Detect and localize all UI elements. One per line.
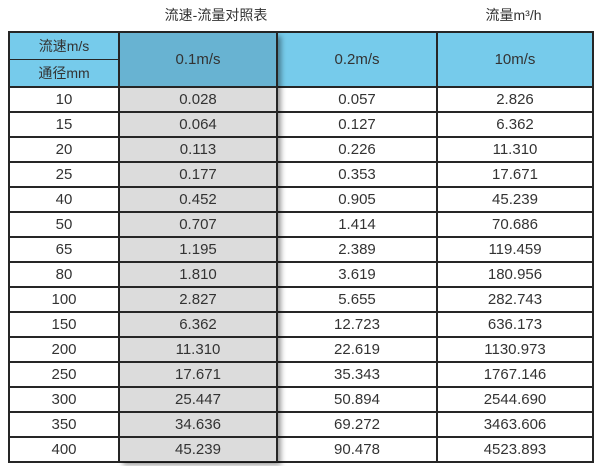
cell-dn: 25 (8, 161, 120, 188)
cell-value: 0.353 (276, 161, 438, 188)
cell-value: 2544.690 (436, 386, 594, 413)
cell-value: 180.956 (436, 261, 594, 288)
cell-value: 119.459 (436, 236, 594, 263)
table-row: 400 45.239 90.478 4523.893 (8, 436, 594, 463)
table-row: 50 0.707 1.414 70.686 (8, 211, 594, 238)
cell-value: 0.057 (276, 86, 438, 113)
cell-dn: 400 (8, 436, 120, 463)
table-row: 350 34.636 69.272 3463.606 (8, 411, 594, 438)
cell-dn: 65 (8, 236, 120, 263)
cell-value: 12.723 (276, 311, 438, 338)
cell-value: 6.362 (436, 111, 594, 138)
cell-value: 6.362 (118, 311, 278, 338)
cell-value: 0.452 (118, 186, 278, 213)
cell-dn: 20 (8, 136, 120, 163)
table-row: 40 0.452 0.905 45.239 (8, 186, 594, 213)
header-row-top: 流速m/s 0.1m/s 0.2m/s 10m/s (8, 31, 594, 88)
cell-value: 282.743 (436, 286, 594, 313)
cell-value: 0.064 (118, 111, 278, 138)
table-row: 300 25.447 50.894 2544.690 (8, 386, 594, 413)
cell-value: 90.478 (276, 436, 438, 463)
cell-value: 0.028 (118, 86, 278, 113)
cell-value: 1.195 (118, 236, 278, 263)
table-row: 20 0.113 0.226 11.310 (8, 136, 594, 163)
cell-value: 17.671 (436, 161, 594, 188)
cell-dn: 15 (8, 111, 120, 138)
column-header-02ms: 0.2m/s (276, 31, 438, 88)
cell-dn: 300 (8, 386, 120, 413)
column-header-10ms: 10m/s (436, 31, 594, 88)
cell-value: 45.239 (436, 186, 594, 213)
cell-value: 70.686 (436, 211, 594, 238)
cell-value: 636.173 (436, 311, 594, 338)
cell-dn: 250 (8, 361, 120, 388)
cell-value: 1130.973 (436, 336, 594, 363)
cell-value: 2.389 (276, 236, 438, 263)
corner-velocity-label: 流速m/s (8, 31, 120, 60)
table-body: 10 0.028 0.057 2.826 15 0.064 0.127 6.36… (8, 86, 594, 463)
cell-value: 25.447 (118, 386, 278, 413)
flow-unit-label: 流量m³/h (485, 7, 542, 23)
cell-value: 0.177 (118, 161, 278, 188)
cell-value: 3.619 (276, 261, 438, 288)
cell-dn: 50 (8, 211, 120, 238)
cell-value: 5.655 (276, 286, 438, 313)
cell-value: 0.127 (276, 111, 438, 138)
cell-dn: 150 (8, 311, 120, 338)
cell-value: 0.707 (118, 211, 278, 238)
cell-dn: 40 (8, 186, 120, 213)
cell-value: 2.826 (436, 86, 594, 113)
corner-diameter-label: 通径mm (8, 59, 120, 88)
cell-value: 1767.146 (436, 361, 594, 388)
cell-dn: 10 (8, 86, 120, 113)
table-title: 流速-流量对照表 (164, 7, 268, 23)
table-row: 250 17.671 35.343 1767.146 (8, 361, 594, 388)
table-header: 流速m/s 0.1m/s 0.2m/s 10m/s 通径mm (8, 31, 594, 88)
header-row-bottom: 通径mm (8, 59, 593, 88)
cell-value: 17.671 (118, 361, 278, 388)
cell-value: 11.310 (436, 136, 594, 163)
cell-value: 0.905 (276, 186, 438, 213)
column-header-01ms: 0.1m/s (118, 31, 278, 88)
cell-value: 2.827 (118, 286, 278, 313)
cell-dn: 80 (8, 261, 120, 288)
cell-dn: 100 (8, 286, 120, 313)
flow-rate-table: 流速m/s 0.1m/s 0.2m/s 10m/s 通径mm 10 0.028 … (8, 31, 594, 463)
cell-value: 45.239 (118, 436, 278, 463)
cell-value: 1.810 (118, 261, 278, 288)
table-row: 15 0.064 0.127 6.362 (8, 111, 594, 138)
cell-value: 3463.606 (436, 411, 594, 438)
cell-dn: 350 (8, 411, 120, 438)
cell-value: 22.619 (276, 336, 438, 363)
table-row: 10 0.028 0.057 2.826 (8, 86, 594, 113)
cell-value: 50.894 (276, 386, 438, 413)
cell-value: 11.310 (118, 336, 278, 363)
table-row: 80 1.810 3.619 180.956 (8, 261, 594, 288)
table-row: 200 11.310 22.619 1130.973 (8, 336, 594, 363)
table-row: 25 0.177 0.353 17.671 (8, 161, 594, 188)
cell-value: 4523.893 (436, 436, 594, 463)
table-row: 100 2.827 5.655 282.743 (8, 286, 594, 313)
table-row: 65 1.195 2.389 119.459 (8, 236, 594, 263)
cell-value: 0.226 (276, 136, 438, 163)
cell-value: 1.414 (276, 211, 438, 238)
table-row: 150 6.362 12.723 636.173 (8, 311, 594, 338)
cell-value: 69.272 (276, 411, 438, 438)
cell-value: 0.113 (118, 136, 278, 163)
cell-dn: 200 (8, 336, 120, 363)
cell-value: 35.343 (276, 361, 438, 388)
cell-value: 34.636 (118, 411, 278, 438)
